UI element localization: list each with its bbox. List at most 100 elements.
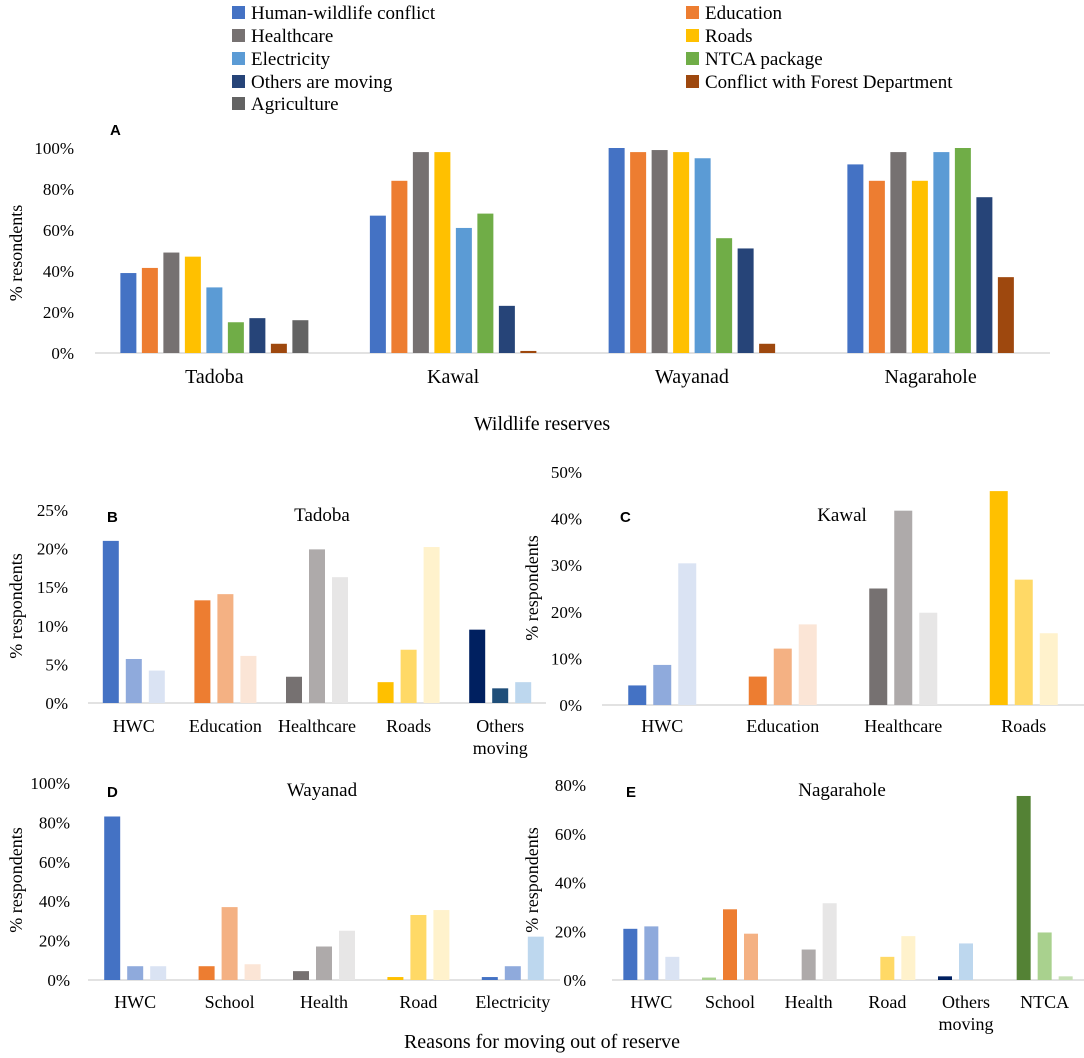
legend-label: NTCA package <box>705 49 823 70</box>
y-tick-label: 0% <box>47 971 70 990</box>
bar-hwc-2 <box>644 926 659 980</box>
x-tick-label: Healthcare <box>864 716 942 736</box>
y-axis-label: % respondents <box>6 827 26 932</box>
bar-hwc-2 <box>653 664 672 705</box>
bar-tadoba-electricity <box>206 287 223 353</box>
bar-wayanad-human-wildlife-conflict <box>608 148 625 353</box>
legend-label: Human-wildlife conflict <box>251 3 436 24</box>
legend-swatch <box>686 29 699 42</box>
bar-ntca-3 <box>1058 976 1073 980</box>
x-tick-label: Roads <box>1001 716 1046 736</box>
x-tick-label: School <box>205 992 255 1012</box>
y-tick-label: 60% <box>555 825 586 844</box>
panel-a: 0% 20% 40% 60% 80% 100% % resondents A Tadoba Kaw… <box>6 122 1050 435</box>
legend: Human-wildlife conflict Education Healthca… <box>232 3 953 115</box>
bar-tadoba-human-wildlife-conflict <box>120 273 137 353</box>
legend-swatch <box>232 29 245 42</box>
y-tick-label: 0% <box>563 971 586 990</box>
legend-item-education: Education <box>686 3 783 24</box>
bar-wayanad-conflict-with-forest-department <box>759 343 776 353</box>
bar-roads-1 <box>989 491 1008 705</box>
y-tick-label: 10% <box>551 649 582 668</box>
x-tick-label: HWC <box>114 992 156 1012</box>
y-tick-label: 20% <box>43 303 74 322</box>
bar-health-3 <box>339 930 355 980</box>
y-axis-label: % respondents <box>522 535 542 640</box>
bar-health-2 <box>801 949 816 980</box>
legend-label: Others are moving <box>251 72 393 93</box>
bar-roads-3 <box>423 547 440 703</box>
y-tick-label: 80% <box>555 776 586 795</box>
x-tick-label: Health <box>300 992 348 1012</box>
x-tick-label: Road <box>399 992 437 1012</box>
legend-item-agriculture: Agriculture <box>232 94 339 115</box>
bar-roads-3 <box>1039 633 1058 705</box>
y-tick-label: 40% <box>43 262 74 281</box>
panel-label: E <box>626 784 636 801</box>
x-tick-label: Others moving <box>473 716 528 758</box>
bar-healthcare-2 <box>309 549 325 703</box>
x-axis-label: Wildlife reserves <box>474 413 611 435</box>
bar-kawal-electricity <box>455 227 472 353</box>
bar-hwc-3 <box>665 956 680 980</box>
bar-nagarahole-conflict-with-forest-department <box>997 277 1014 353</box>
bar-kawal-education <box>391 180 408 353</box>
bar-others-moving-2 <box>959 943 973 980</box>
panel-label: C <box>620 509 631 526</box>
legend-item-others-are-moving: Others are moving <box>232 72 393 93</box>
bar-nagarahole-electricity <box>933 152 950 353</box>
bar-kawal-conflict-with-forest-department <box>520 350 537 353</box>
bar-road-2 <box>880 956 895 980</box>
x-tick-label: Nagarahole <box>885 366 977 388</box>
panel-label: B <box>107 509 118 526</box>
panel-label: A <box>110 122 121 139</box>
legend-swatch <box>686 75 699 88</box>
legend-swatch <box>232 97 245 110</box>
bar-hwc-1 <box>623 928 638 980</box>
y-tick-label: 20% <box>551 603 582 622</box>
bar-school-2 <box>723 909 737 980</box>
bar-healthcare-3 <box>332 577 348 703</box>
x-tick-label: Road <box>868 992 906 1012</box>
legend-label: Education <box>705 3 783 24</box>
x-tick-label: Kawal <box>427 366 480 388</box>
bar-tadoba-roads <box>184 256 201 353</box>
bar-school-3 <box>244 964 261 980</box>
bar-kawal-roads <box>434 152 451 353</box>
bar-school-2 <box>221 907 238 980</box>
legend-item-healthcare: Healthcare <box>232 26 333 47</box>
bar-nagarahole-ntca-package <box>954 148 971 353</box>
y-tick-label: 0% <box>51 344 74 363</box>
bar-tadoba-conflict-with-forest-department <box>270 343 287 353</box>
bar-electricity-3 <box>527 936 544 980</box>
y-tick-label: 0% <box>559 696 582 715</box>
bar-kawal-others-are-moving <box>498 305 515 353</box>
y-tick-label: 80% <box>43 180 74 199</box>
bar-road-1 <box>387 977 404 980</box>
legend-label: Electricity <box>251 49 331 70</box>
bar-roads-2 <box>400 649 417 703</box>
x-tick-label: Healthcare <box>278 716 356 736</box>
bar-education-2 <box>773 648 792 705</box>
bar-electricity-2 <box>504 966 521 980</box>
panel-label: D <box>107 784 118 801</box>
y-tick-label: 30% <box>551 556 582 575</box>
bar-others-moving-1 <box>469 629 486 703</box>
legend-swatch <box>232 75 245 88</box>
x-tick-label: Tadoba <box>185 366 244 388</box>
legend-label: Agriculture <box>251 94 339 115</box>
legend-swatch <box>232 6 245 19</box>
bar-nagarahole-education <box>868 180 885 353</box>
y-tick-label: 60% <box>43 221 74 240</box>
bar-health-2 <box>316 946 332 980</box>
legend-item-electricity: Electricity <box>232 49 331 70</box>
bar-hwc-3 <box>148 670 165 703</box>
bar-hwc-2 <box>125 658 142 703</box>
x-tick-label: NTCA <box>1020 992 1069 1012</box>
bar-roads-1 <box>377 682 394 703</box>
x-tick-label: HWC <box>630 992 672 1012</box>
bar-electricity-1 <box>481 977 498 980</box>
y-axis-label: % respondents <box>522 827 542 932</box>
bar-healthcare-1 <box>286 676 302 703</box>
bar-nagarahole-healthcare <box>890 152 907 353</box>
